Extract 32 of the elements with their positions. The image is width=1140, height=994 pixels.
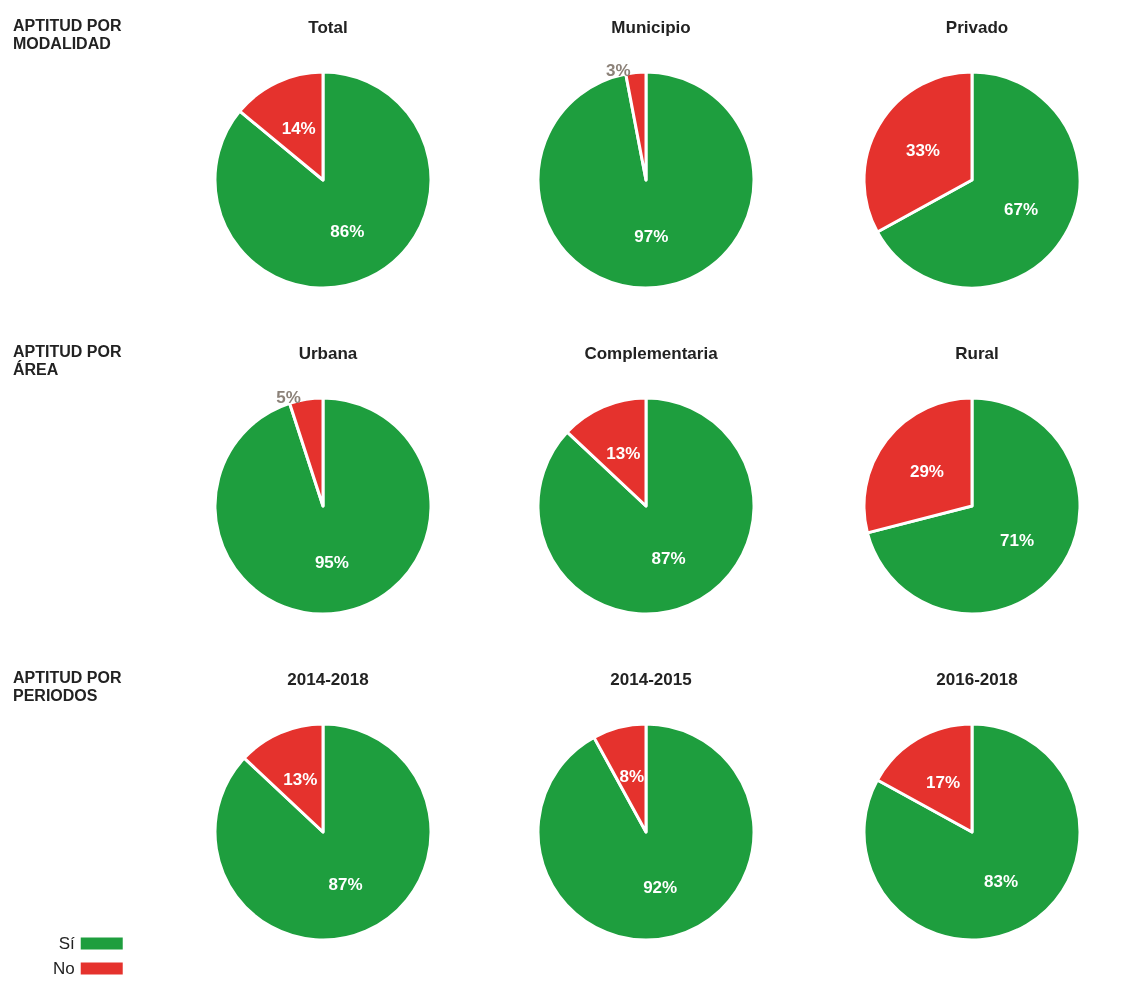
data-label: 29%: [909, 461, 944, 481]
data-label: 3%: [606, 60, 631, 80]
data-label: 97%: [634, 227, 669, 247]
chart-title: 2014-2015: [610, 670, 692, 689]
data-label: 95%: [314, 552, 349, 572]
chart-title: 2016-2018: [935, 670, 1018, 689]
chart-title: Privado: [945, 18, 1008, 37]
chart-title: Rural: [954, 344, 999, 363]
legend-label: No: [53, 959, 75, 978]
data-label: 14%: [281, 118, 316, 138]
data-label: 13%: [283, 770, 318, 790]
text: APTITUD POR PERIODOS: [13, 668, 126, 704]
chart-title: Total: [308, 18, 348, 37]
legend-label: Sí: [58, 934, 76, 953]
data-label: 13%: [606, 444, 641, 464]
data-label: 86%: [330, 222, 365, 242]
text: APTITUD POR ÁREA: [13, 342, 126, 378]
data-label: 8%: [619, 767, 645, 787]
data-label: 87%: [651, 548, 686, 568]
data-label: 71%: [999, 531, 1034, 551]
data-label: 67%: [1003, 199, 1038, 219]
text: APTITUD POR MODALIDAD: [13, 16, 126, 52]
chart-title: Urbana: [298, 344, 358, 363]
chart-title: Complementaria: [584, 344, 719, 363]
chart-title: 2014-2018: [287, 670, 369, 689]
data-label: 33%: [905, 141, 940, 161]
data-label: 87%: [328, 874, 363, 894]
data-label: 5%: [276, 387, 301, 407]
data-label: 92%: [643, 877, 678, 897]
data-label: 17%: [925, 773, 960, 793]
data-label: 83%: [983, 871, 1018, 891]
chart-title: Municipio: [611, 18, 691, 37]
